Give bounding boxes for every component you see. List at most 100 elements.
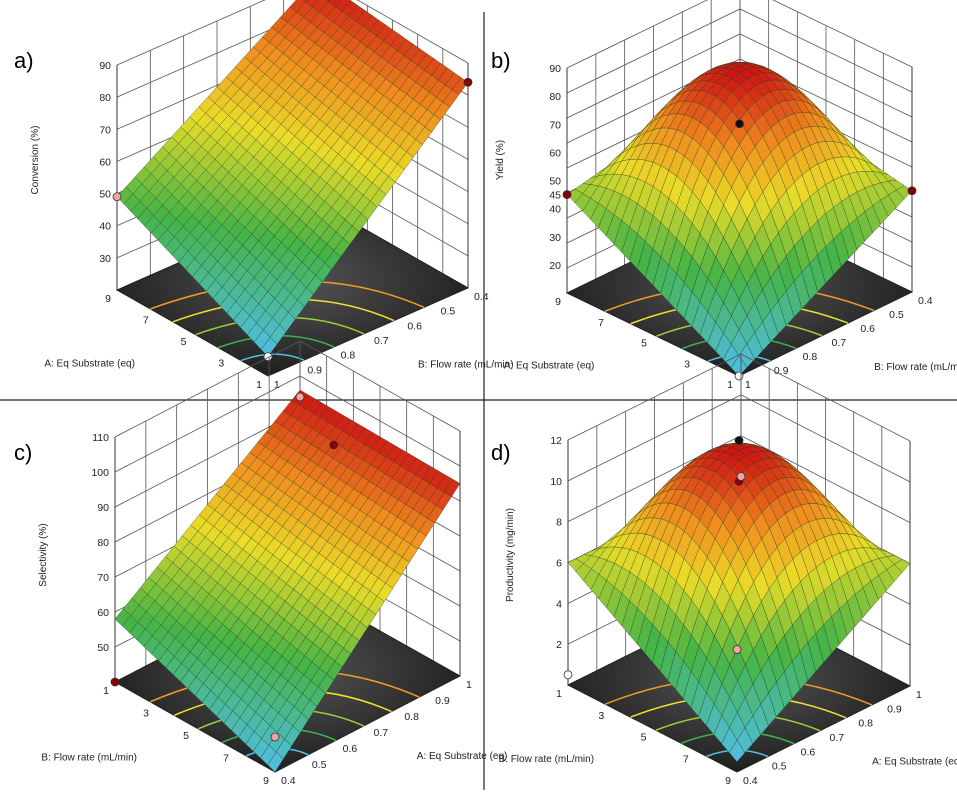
- y-tick-label: 1: [745, 379, 751, 391]
- y-tick-label: 0.8: [803, 351, 818, 363]
- y-tick-label: 0.5: [889, 309, 904, 321]
- z-tick-label: 12: [550, 435, 562, 447]
- z-tick-label: 30: [549, 232, 561, 244]
- z-tick-label: 60: [549, 147, 561, 159]
- panel-letter: b): [491, 48, 511, 73]
- y-tick-label: 0.5: [312, 759, 327, 771]
- x-tick-label: 9: [263, 775, 269, 787]
- x-tick-label: 5: [183, 730, 189, 742]
- panel-c-selectivity: 50 60 70 80 90 100 110 1 3 5 7 9 1 0.9 0.8 0.7 0.6 0.5 0.4…: [14, 340, 508, 787]
- z-tick-label: 50: [97, 642, 109, 654]
- z-tick-label: 6: [556, 558, 562, 570]
- x-tick-label: 1: [256, 379, 262, 391]
- x-tick-label: 7: [223, 753, 229, 765]
- y-tick-label: 0.7: [832, 337, 847, 349]
- x-tick-label: 1: [727, 379, 733, 391]
- design-point: [110, 677, 120, 687]
- y-tick-label: 0.9: [774, 365, 789, 377]
- x-tick-label: 1: [103, 685, 109, 697]
- z-tick-label: 90: [549, 63, 561, 75]
- z-tick-label: 10: [550, 476, 562, 488]
- panel-letter: d): [491, 440, 511, 465]
- y-tick-label: 0.6: [343, 743, 358, 755]
- z-tick-label: 90: [97, 502, 109, 514]
- z-tick-label: 110: [92, 432, 109, 444]
- z-tick-label: 2: [556, 639, 562, 651]
- x-tick-label: 9: [725, 775, 731, 787]
- panel-b-yield: 20 30 40 45 50 60 70 80 90 9 7 5 3 1 0.4 0.5 0.6 0.7 0.8 0.…: [491, 0, 957, 391]
- design-point: [295, 392, 305, 402]
- y-tick-label: 0.6: [407, 320, 422, 332]
- design-point: [732, 645, 742, 654]
- x-tick-label: 5: [641, 338, 647, 350]
- z-axis-label: Selectivity (%): [38, 523, 49, 586]
- z-tick-label: 45: [549, 190, 561, 202]
- y-tick-label: 0.4: [743, 775, 758, 787]
- z-tick-label: 60: [99, 156, 111, 168]
- response-surface: [116, 0, 469, 358]
- x-tick-label: 5: [181, 336, 187, 348]
- x-axis-label: B: Flow rate (mL/min): [41, 753, 137, 764]
- surface-cell: [729, 739, 746, 763]
- design-point: [112, 192, 122, 202]
- z-tick-label: 4: [556, 598, 562, 610]
- z-axis-label: Productivity (mg/min): [505, 508, 516, 602]
- y-tick-label: 1: [466, 679, 472, 691]
- design-point: [907, 186, 917, 196]
- x-tick-label: 7: [143, 315, 149, 327]
- x-axis-label: A: Eq Substrate (eq): [44, 359, 135, 370]
- x-tick-label: 9: [555, 296, 561, 308]
- y-axis-label: A: Eq Substrate (eq): [872, 757, 957, 768]
- response-surface: [567, 442, 911, 763]
- x-tick-label: 3: [218, 358, 224, 370]
- design-point: [734, 436, 744, 445]
- z-tick-label: 20: [549, 260, 561, 272]
- y-tick-label: 1: [916, 689, 922, 701]
- design-point: [734, 371, 744, 381]
- y-tick-label: 0.4: [474, 291, 489, 303]
- x-tick-label: 3: [684, 358, 690, 370]
- z-tick-label: 60: [97, 607, 109, 619]
- y-tick-label: 0.4: [281, 775, 296, 787]
- y-axis-label: B: Flow rate (mL/min): [874, 362, 957, 373]
- surface-cell: [260, 336, 278, 358]
- x-tick-label: 9: [105, 293, 111, 305]
- panel-letter: a): [14, 48, 34, 73]
- response-surface: [566, 61, 913, 377]
- design-point: [563, 670, 573, 680]
- y-tick-label: 0.8: [404, 711, 419, 723]
- z-tick-label: 100: [91, 467, 109, 479]
- design-point: [329, 440, 339, 450]
- x-tick-label: 1: [556, 688, 562, 700]
- y-tick-label: 0.9: [307, 364, 322, 376]
- response-surface: [114, 389, 461, 773]
- y-tick-label: 1: [274, 379, 280, 391]
- y-axis-label: B: Flow rate (mL/min): [418, 360, 514, 371]
- y-tick-label: 0.6: [860, 323, 875, 335]
- y-tick-label: 0.9: [435, 695, 450, 707]
- y-axis-label: A: Eq Substrate (eq): [417, 751, 508, 762]
- y-tick-label: 0.7: [374, 727, 389, 739]
- z-tick-label: 70: [549, 119, 561, 131]
- y-tick-label: 0.8: [341, 350, 356, 362]
- y-tick-label: 0.4: [918, 295, 933, 307]
- y-tick-label: 0.8: [858, 718, 873, 730]
- design-point: [270, 732, 280, 742]
- y-tick-label: 0.6: [801, 746, 816, 758]
- z-tick-label: 70: [99, 124, 111, 136]
- y-tick-label: 0.7: [374, 335, 389, 347]
- x-tick-label: 3: [143, 708, 149, 720]
- design-point: [463, 77, 473, 87]
- z-axis-label: Yield (%): [495, 140, 506, 180]
- z-axis-label: Conversion (%): [30, 126, 41, 195]
- x-tick-label: 5: [641, 732, 647, 744]
- z-tick-label: 70: [97, 572, 109, 584]
- z-tick-label: 30: [99, 253, 111, 265]
- y-tick-label: 0.5: [772, 761, 787, 773]
- z-tick-label: 40: [549, 204, 561, 216]
- z-tick-label: 40: [99, 221, 111, 233]
- surface-cell: [302, 0, 308, 3]
- z-tick-label: 90: [99, 60, 111, 72]
- panel-a-conversion: 30 40 50 60 70 80 90 9 7 5 3 1 0.4 0.5 0.6 0.7 0.8 0.9 1 A:…: [14, 0, 514, 391]
